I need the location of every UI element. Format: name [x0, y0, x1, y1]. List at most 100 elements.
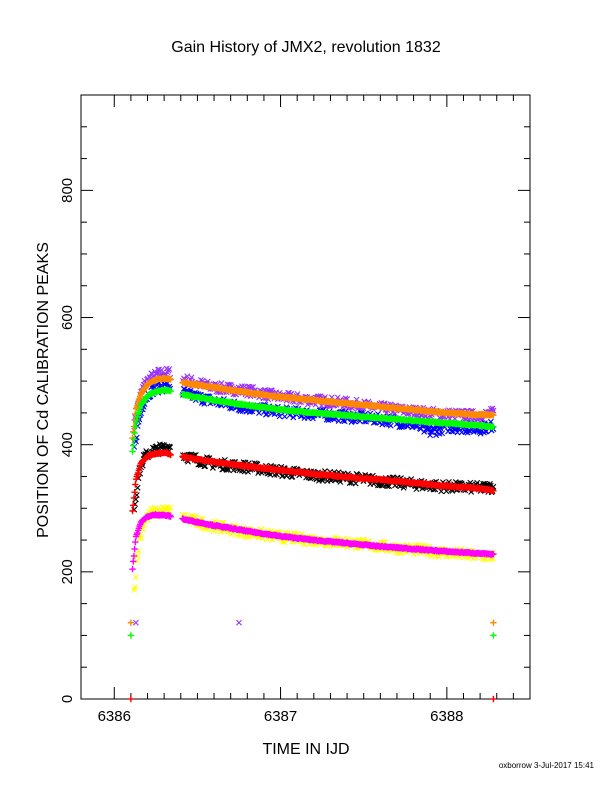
marker-stroke: [429, 425, 436, 432]
marker-stroke: [281, 413, 288, 420]
marker-stroke: [290, 414, 297, 421]
x-tick-label: 6388: [430, 708, 463, 725]
y-tick-label: 800: [59, 178, 76, 203]
marker-stroke: [159, 504, 166, 511]
marker-stroke: [387, 422, 394, 429]
series-3-point: [134, 552, 141, 559]
marker-stroke: [184, 373, 191, 380]
marker-stroke: [283, 473, 290, 479]
marker-stroke: [148, 505, 155, 512]
marker-stroke: [386, 483, 393, 490]
series-1-point: [201, 400, 208, 407]
series-1-point: [281, 413, 288, 420]
axis-ticks: 6386 6387 6388 0 200 400 600 800: [59, 95, 530, 725]
marker-stroke: [384, 483, 391, 490]
marker-stroke: [276, 413, 283, 420]
series-0-point: [166, 366, 173, 373]
x-tick-label: 6386: [98, 708, 131, 725]
marker-stroke: [153, 443, 160, 450]
marker-stroke: [438, 488, 445, 495]
marker-stroke: [138, 534, 145, 541]
x-tick-label: 6387: [264, 708, 297, 725]
chart-title: Gain History of JMX2, revolution 1832: [171, 39, 441, 56]
marker-stroke: [164, 443, 171, 450]
series-1-point: [290, 414, 297, 421]
series-2-point: [202, 463, 209, 470]
marker-stroke: [132, 574, 139, 581]
series-0-point: [250, 384, 257, 390]
marker-stroke: [435, 425, 442, 432]
marker-stroke: [335, 418, 342, 424]
marker-stroke: [250, 384, 257, 390]
series-2-point: [386, 483, 393, 490]
marker-stroke: [156, 366, 162, 373]
marker-stroke: [167, 504, 174, 511]
y-tick-label: 600: [59, 305, 76, 330]
marker-stroke: [487, 481, 493, 487]
marker-stroke: [288, 473, 295, 480]
marker-stroke: [233, 532, 240, 539]
marker-stroke: [197, 377, 204, 383]
marker-stroke: [249, 408, 256, 415]
series-3-point: [167, 504, 174, 511]
series-2-point: [413, 486, 420, 493]
marker-stroke: [489, 405, 496, 412]
series-1-point: [421, 428, 428, 435]
series-1-point: [256, 410, 263, 416]
marker-stroke: [134, 484, 141, 491]
marker-stroke: [439, 430, 446, 437]
marker-stroke: [158, 366, 165, 373]
marker-stroke: [136, 535, 143, 542]
series-2-point: [167, 444, 174, 451]
marker-stroke: [135, 547, 142, 554]
marker-stroke: [132, 438, 139, 445]
marker-stroke: [437, 425, 444, 432]
marker-stroke: [133, 558, 140, 564]
marker-stroke: [352, 480, 359, 487]
data-marks: [127, 365, 497, 703]
marker-stroke: [421, 428, 428, 435]
marker-stroke: [454, 429, 461, 436]
series-3-point: [233, 532, 240, 539]
marker-stroke: [413, 486, 420, 493]
marker-stroke: [201, 400, 208, 407]
marker-stroke: [404, 423, 411, 430]
marker-stroke: [164, 504, 171, 511]
marker-stroke: [166, 366, 173, 373]
marker-stroke: [149, 383, 156, 390]
series-0-point: [188, 374, 195, 381]
plot-frame: [80, 94, 531, 700]
marker-stroke: [256, 410, 263, 416]
marker-stroke: [188, 374, 195, 381]
series-3-point: [133, 558, 140, 564]
marker-stroke: [248, 384, 255, 391]
series-3-point: [132, 574, 139, 581]
series-1-point: [276, 413, 283, 420]
marker-stroke: [133, 492, 140, 498]
marker-stroke: [202, 463, 209, 470]
series-1-point: [387, 422, 394, 429]
y-tick-label: 200: [59, 559, 76, 584]
series-1-point: [404, 423, 411, 430]
series-2-point: [288, 473, 295, 480]
series-1-point: [435, 425, 442, 432]
marker-stroke: [143, 448, 150, 454]
y-tick-label: 0: [59, 695, 76, 703]
marker-stroke: [426, 424, 433, 431]
series-1-point: [426, 424, 433, 431]
marker-stroke: [180, 511, 186, 518]
series-2-point: [352, 480, 359, 487]
series-2-point: [438, 488, 445, 495]
marker-stroke: [376, 482, 383, 489]
series-3-point: [138, 534, 145, 541]
marker-stroke: [132, 584, 139, 591]
series-1-point: [439, 430, 446, 437]
marker-stroke: [134, 552, 141, 559]
marker-stroke: [245, 383, 251, 390]
marker-stroke: [167, 444, 174, 451]
series-3-point: [132, 584, 139, 591]
y-tick-label: 400: [59, 432, 76, 457]
marker-stroke: [237, 408, 244, 414]
marker-stroke: [268, 387, 275, 394]
